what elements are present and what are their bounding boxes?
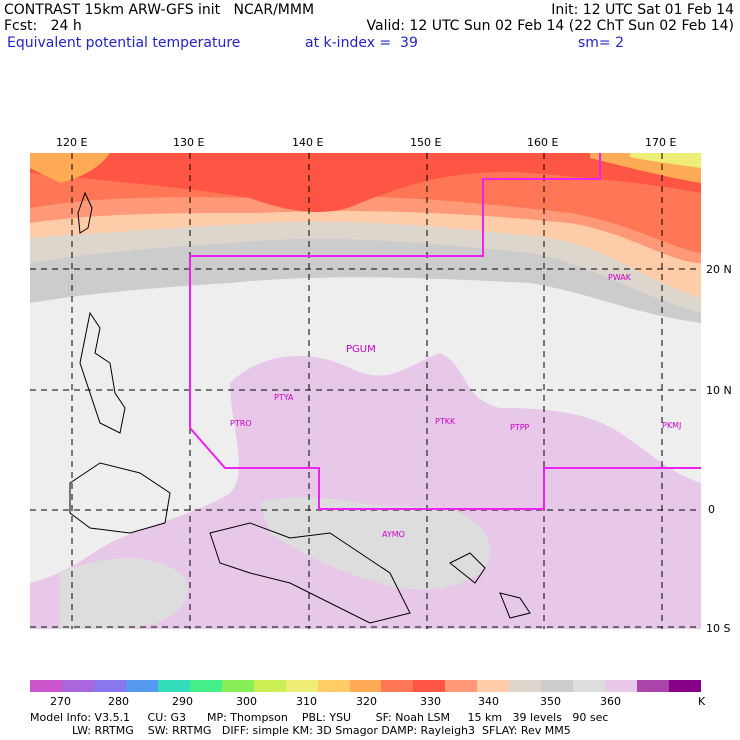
lon-label: 160 E (527, 136, 559, 149)
colorbar-label: 360 (600, 695, 621, 708)
init-time: Init: 12 UTC Sat 01 Feb 14 (551, 2, 734, 18)
colorbar-swatch (30, 680, 63, 692)
lon-label: 150 E (410, 136, 442, 149)
colorbar-label: 270 (50, 695, 71, 708)
colorbar-label: 350 (540, 695, 561, 708)
colorbar-swatch (157, 680, 191, 692)
colorbar-swatch (125, 680, 159, 692)
station-label: PKMJ (662, 421, 682, 430)
colorbar-swatch (669, 680, 702, 692)
station-label: PWAK (608, 273, 632, 282)
lon-label: 120 E (56, 136, 88, 149)
map-panel: PWAK PGUM PTYA PTRO PTKK PTPP PKMJ AYMO (30, 153, 701, 629)
colorbar-swatch (221, 680, 255, 692)
colorbar-swatch (445, 680, 478, 692)
colorbar-unit: K (698, 695, 706, 708)
colorbar-swatch (605, 680, 638, 692)
model-info-line1: Model Info: V3.5.1 CU: G3 MP: Thompson P… (30, 711, 609, 724)
model-info-line2: LW: RRTMG SW: RRTMG DIFF: simple KM: 3D … (30, 724, 571, 737)
colorbar-swatch (93, 680, 127, 692)
colorbar-swatch (477, 680, 510, 692)
lat-label: 10 N (706, 384, 732, 397)
colorbar-swatch (541, 680, 574, 692)
station-label: PTYA (274, 393, 294, 402)
station-label: PTKK (435, 417, 456, 426)
lat-label: 0 (708, 503, 715, 516)
colorbar-swatch (413, 680, 446, 692)
colorbar-swatch (189, 680, 223, 692)
lon-label: 130 E (173, 136, 205, 149)
colorbar-swatch (317, 680, 350, 692)
colorbar-swatch (573, 680, 606, 692)
station-label: PGUM (346, 344, 376, 355)
colorbar-swatch (285, 680, 319, 692)
station-label: PTPP (510, 423, 530, 432)
lat-label: 20 N (706, 263, 732, 276)
colorbar-swatch (637, 680, 670, 692)
colorbar-label: 310 (296, 695, 317, 708)
colorbar-swatch (61, 680, 95, 692)
station-label: AYMO (382, 530, 405, 539)
forecast-hour: Fcst: 24 h (4, 18, 82, 34)
colorbar-label: 300 (236, 695, 257, 708)
theta-e-field (30, 153, 701, 629)
lon-label: 170 E (645, 136, 677, 149)
field-name: Equivalent potential temperature (7, 35, 241, 51)
colorbar-label: 290 (172, 695, 193, 708)
lat-label: 10 S (706, 622, 731, 635)
colorbar-label: 330 (420, 695, 441, 708)
colorbar-label: 280 (108, 695, 129, 708)
colorbar-swatch (509, 680, 542, 692)
colorbar-swatch (381, 680, 414, 692)
lon-label: 140 E (292, 136, 324, 149)
title-model: CONTRAST 15km ARW-GFS init NCAR/MMM (4, 2, 315, 18)
level-index: at k-index = 39 (305, 35, 418, 51)
valid-time: Valid: 12 UTC Sun 02 Feb 14 (22 ChT Sun … (366, 18, 734, 34)
station-label: PTRO (230, 419, 252, 428)
smoothing: sm= 2 (578, 35, 625, 51)
colorbar-label: 320 (356, 695, 377, 708)
colorbar-swatch (349, 680, 382, 692)
colorbar-swatch (253, 680, 287, 692)
colorbar-label: 340 (478, 695, 499, 708)
